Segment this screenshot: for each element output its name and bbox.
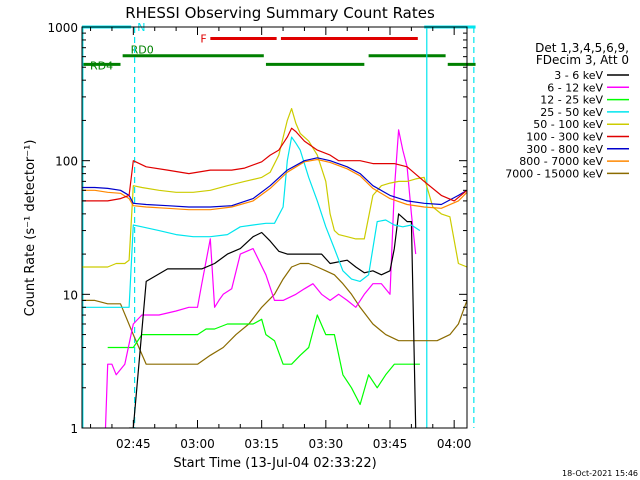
x-tick-label-0: 02:45	[116, 437, 151, 451]
y-tick-label-3: 1000	[47, 21, 78, 35]
tick-labels: 1 10 100 1000 02:45 03:00 03:15 03:30 03:45 04:00	[47, 21, 471, 451]
saa-lines	[82, 27, 475, 428]
x-tick-label-1: 03:00	[180, 437, 215, 451]
series-line-2	[107, 314, 420, 406]
series-line-1	[104, 129, 417, 428]
legend-label-3: 25 - 50 keV	[540, 106, 603, 119]
mode-bar-label-4: RD4	[90, 59, 113, 72]
x-tick-label-3: 03:30	[309, 437, 344, 451]
x-tick-label-2: 03:15	[244, 437, 279, 451]
legend-label-2: 12 - 25 keV	[540, 94, 603, 107]
legend-label-5: 100 - 300 keV	[526, 131, 603, 144]
series-line-4	[82, 107, 467, 268]
series-line-5	[82, 127, 467, 202]
series-line-3	[82, 136, 421, 308]
legend-label-6: 300 - 800 keV	[526, 143, 603, 156]
series-line-7	[82, 158, 467, 211]
legend-label-0: 3 - 6 keV	[554, 69, 603, 82]
legend-label-4: 50 - 100 keV	[533, 118, 603, 131]
axes	[81, 26, 468, 429]
y-tick-label-1: 10	[63, 288, 78, 302]
plot-frame	[81, 26, 468, 429]
series-group	[82, 107, 467, 428]
y-tick-label-0: 1	[70, 422, 78, 436]
x-axis-label: Start Time (13-Jul-04 02:33:22)	[173, 456, 376, 471]
x-tick-label-5: 04:00	[437, 437, 472, 451]
legend-label-1: 6 - 12 keV	[547, 81, 603, 94]
legend: Det 1,3,4,5,6,9, FDecim 3, Att 0 3 - 6 k…	[505, 41, 629, 180]
y-tick-label-2: 100	[55, 155, 78, 169]
series-line-6	[82, 157, 467, 208]
y-axis-label: Count Rate (s⁻¹ detector⁻¹)	[23, 140, 38, 317]
mode-bar-label-3: RD0	[131, 44, 154, 57]
legend-header-line-1: Det 1,3,4,5,6,9,	[535, 41, 629, 55]
footer-date: 18-Oct-2021 15:46	[562, 469, 638, 478]
mode-bar-label-2: F	[200, 33, 206, 46]
legend-header-line-2: FDecim 3, Att 0	[536, 53, 629, 67]
chart-title: RHESSI Observing Summary Count Rates	[125, 4, 435, 22]
x-tick-label-4: 03:45	[373, 437, 408, 451]
legend-label-7: 800 - 7000 keV	[519, 155, 603, 168]
series-line-0	[129, 213, 417, 428]
legend-label-8: 7000 - 15000 keV	[505, 167, 603, 180]
